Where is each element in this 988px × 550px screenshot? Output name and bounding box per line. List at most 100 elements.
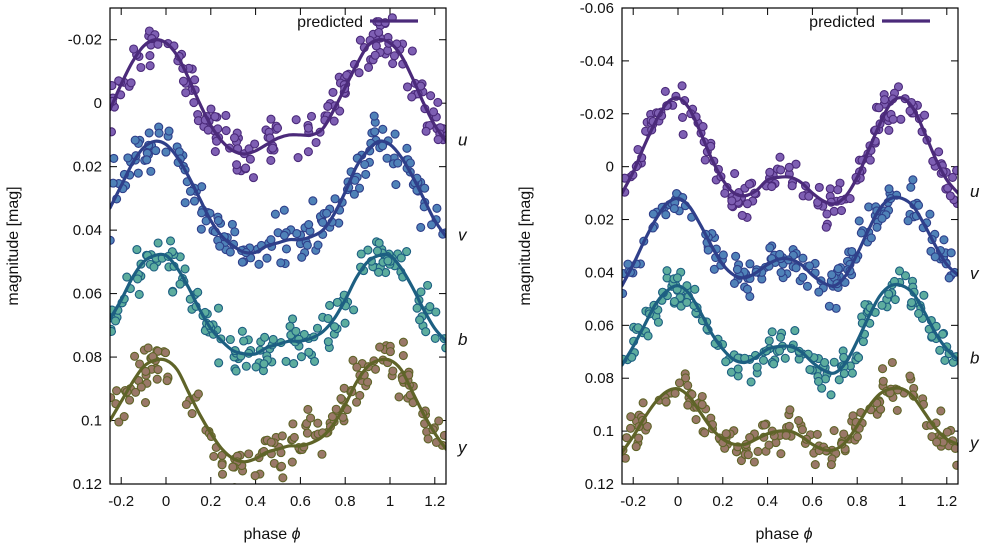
observation-point [683, 400, 693, 410]
observation-point [323, 101, 333, 111]
observation-point [130, 351, 140, 361]
observation-point [824, 301, 834, 311]
band-label-u: u [458, 130, 468, 149]
observation-point [318, 217, 328, 227]
observation-point [209, 451, 219, 462]
observation-point [721, 357, 731, 367]
observation-point [303, 123, 313, 133]
observation-point [743, 450, 753, 460]
observation-point [908, 175, 918, 185]
observation-point [228, 462, 238, 472]
predicted-curve-y [110, 357, 446, 464]
observation-point [251, 362, 261, 372]
legend: predicted [297, 14, 418, 31]
observation-point [767, 327, 777, 337]
observation-point [938, 329, 948, 339]
observation-point [677, 81, 687, 91]
observation-point [232, 160, 242, 170]
observation-point [110, 393, 116, 403]
observation-point [369, 111, 379, 121]
x-tick-label: 1 [386, 493, 394, 510]
observation-point [129, 44, 139, 54]
series-y [110, 337, 446, 484]
observation-point [892, 405, 902, 415]
band-label-y: y [457, 438, 468, 457]
observation-point [776, 267, 786, 278]
observation-point [244, 449, 254, 459]
observation-point [266, 114, 276, 124]
observation-point [742, 199, 752, 209]
observation-point [135, 359, 145, 369]
x-tick-label: 0 [674, 493, 682, 510]
observation-point [940, 355, 950, 366]
observation-point [245, 154, 255, 164]
observation-point [160, 348, 171, 358]
observation-point [313, 418, 323, 428]
observation-point [421, 327, 431, 337]
observation-point [385, 347, 395, 357]
observation-point [839, 368, 849, 379]
observation-point [920, 110, 930, 120]
observation-point [396, 253, 406, 263]
observation-point [276, 258, 286, 268]
observation-point [237, 326, 247, 336]
observation-point [126, 78, 136, 88]
observation-point [661, 210, 671, 220]
observation-point [278, 473, 288, 483]
observation-point [189, 196, 200, 206]
observation-point [802, 281, 813, 291]
y-tick-label: 0.04 [585, 264, 614, 281]
observation-point [187, 408, 197, 419]
y-tick-label: 0.1 [593, 423, 614, 440]
observation-point [742, 284, 753, 294]
observation-point [878, 364, 888, 374]
observation-point [276, 461, 287, 471]
y-axis-label: magnitude [mag] [5, 186, 22, 305]
observation-point [231, 366, 241, 376]
observation-point [230, 227, 240, 237]
observation-point [374, 238, 384, 248]
observation-point [287, 457, 297, 467]
observation-point [371, 41, 381, 51]
observation-point [932, 437, 942, 447]
observation-point [206, 104, 216, 114]
observation-point [661, 397, 671, 407]
series-u [622, 81, 958, 232]
observation-point [660, 86, 670, 96]
observation-point [317, 449, 327, 459]
predicted-curve-b [110, 252, 446, 357]
y-tick-label: 0 [94, 95, 102, 112]
observation-point [733, 364, 743, 374]
observation-point [942, 427, 952, 437]
observation-point [785, 405, 795, 415]
observation-point [420, 183, 430, 193]
observation-point [700, 428, 710, 438]
observation-point [730, 168, 740, 179]
observation-point [847, 246, 857, 257]
observation-point [241, 163, 251, 173]
observation-point [110, 316, 121, 326]
observation-point [355, 35, 365, 45]
observation-point [266, 437, 276, 447]
observation-point [221, 126, 231, 136]
observation-point [434, 416, 444, 426]
observation-point [854, 216, 864, 226]
observation-point [360, 159, 370, 170]
observation-point [131, 387, 141, 397]
observation-point [390, 129, 400, 139]
observation-point [178, 76, 189, 86]
observation-point [311, 137, 321, 148]
plot-area [622, 81, 958, 470]
observation-point [309, 356, 320, 366]
observation-point [229, 133, 240, 143]
observation-point [354, 68, 364, 78]
observation-point [683, 380, 693, 391]
series-v [110, 111, 446, 269]
observation-point [402, 82, 413, 92]
y-tick-label: 0.12 [585, 476, 614, 493]
observation-point [330, 194, 340, 204]
observation-point [749, 457, 759, 467]
observation-point [370, 50, 380, 60]
observation-point [136, 382, 146, 392]
observation-point [266, 155, 276, 166]
